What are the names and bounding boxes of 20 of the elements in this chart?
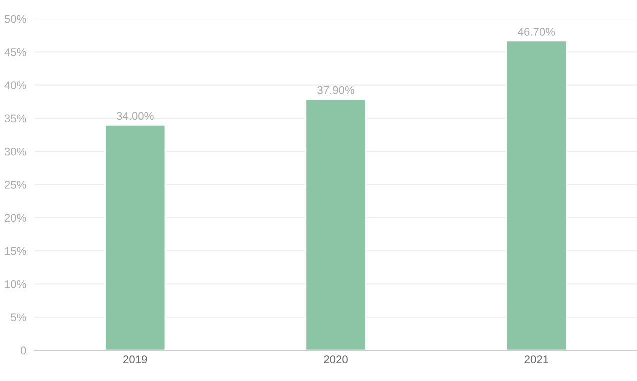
y-tick-label: 50%	[4, 15, 26, 24]
data-label: 34.00%	[116, 112, 154, 120]
y-tick-label: 15%	[5, 247, 26, 256]
y-tick-label: 30%	[4, 148, 26, 156]
y-tick-label: 20%	[5, 214, 26, 222]
y-tick-label: 0	[20, 346, 26, 355]
x-tick-label: 2019	[124, 356, 148, 364]
data-label: 46.70%	[518, 28, 556, 36]
y-tick-label: 5%	[11, 314, 26, 322]
bar	[305, 98, 367, 351]
y-tick-label: 40%	[4, 82, 26, 90]
y-tick-label: 45%	[4, 48, 26, 56]
bar	[506, 40, 568, 351]
y-tick-label: 25%	[5, 181, 26, 189]
y-tick-label: 10%	[5, 280, 26, 288]
bar	[104, 124, 166, 351]
y-tick-label: 35%	[4, 114, 26, 123]
data-label: 37.90%	[318, 86, 354, 94]
x-tick-label: 2021	[524, 356, 548, 364]
x-tick-label: 2020	[324, 356, 348, 364]
